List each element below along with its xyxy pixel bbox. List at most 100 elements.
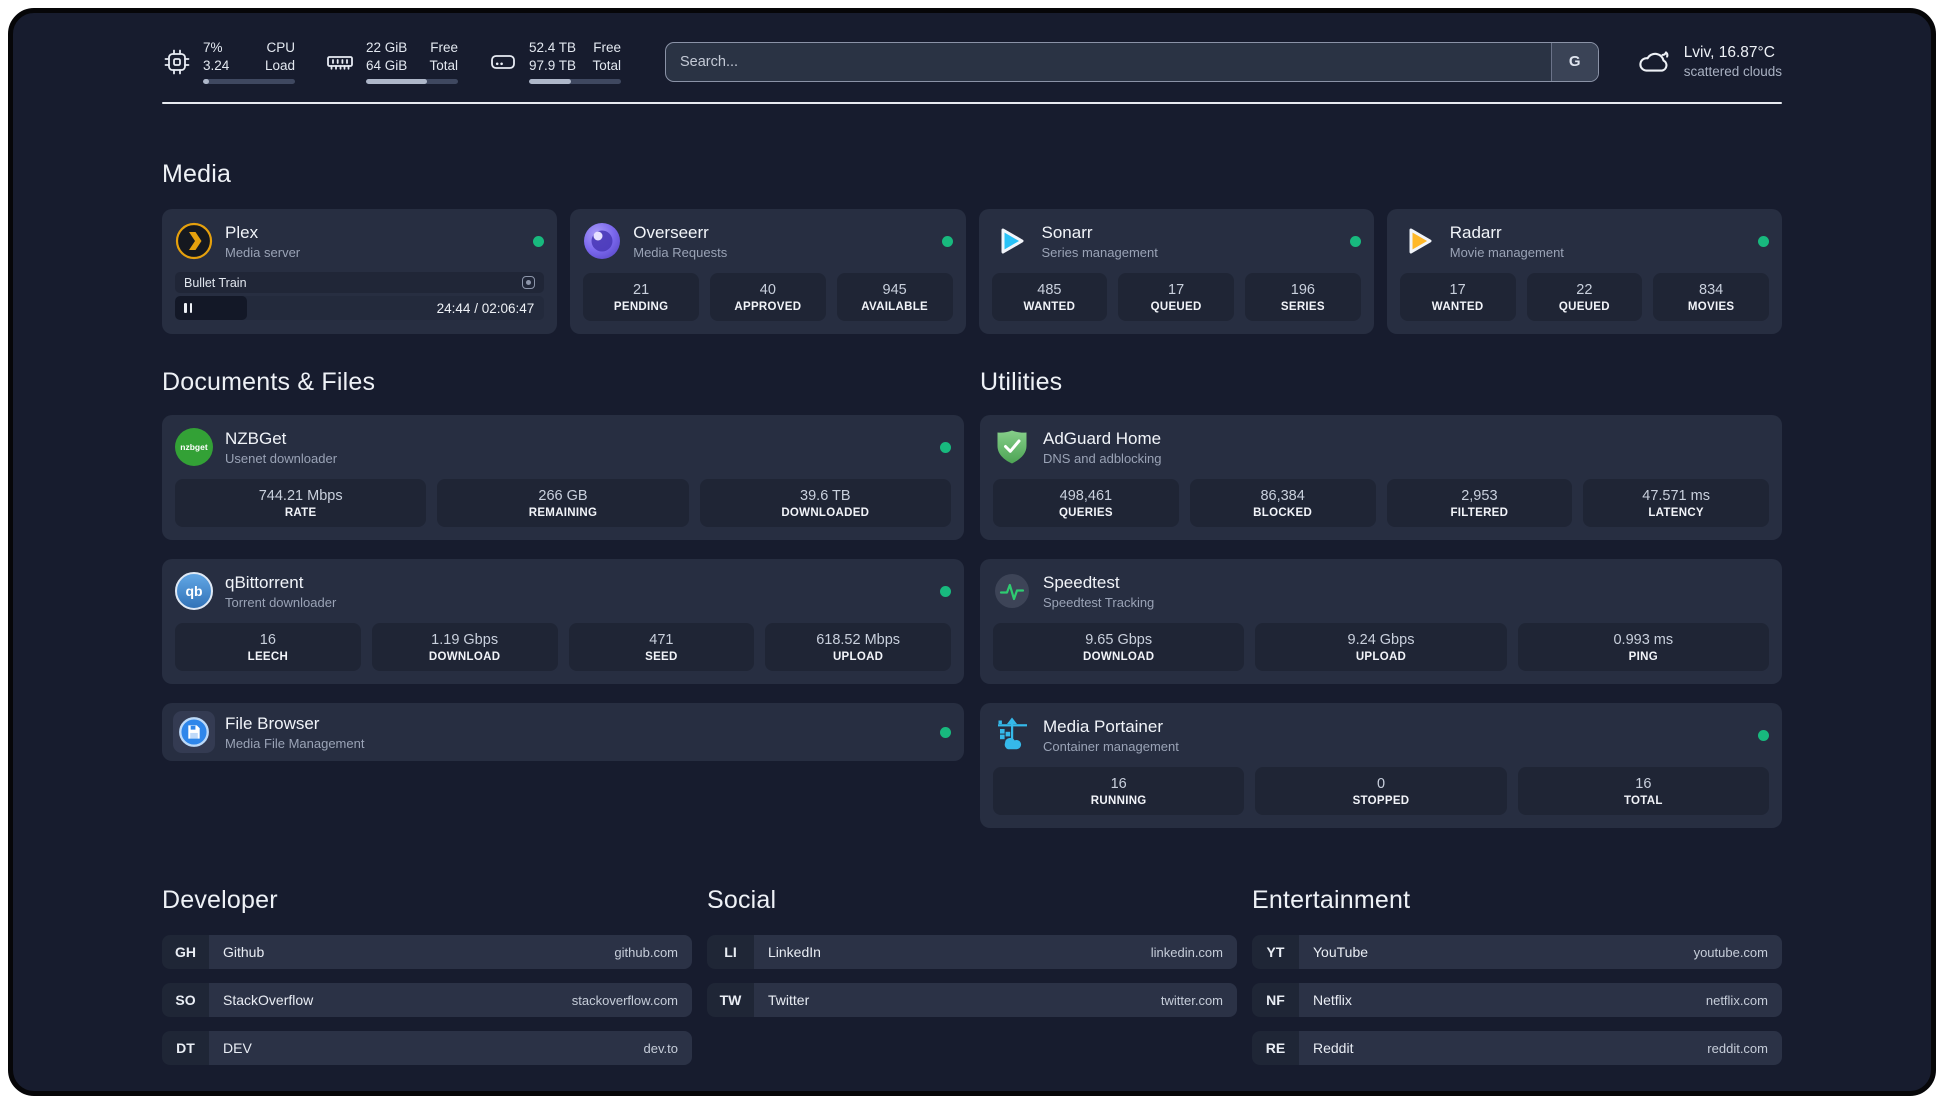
stat-box: 471 SEED (568, 623, 755, 672)
status-online-dot (940, 726, 951, 738)
stat-box: 0.993 ms PING (1517, 623, 1769, 672)
stat-value: 498,461 (1059, 487, 1113, 504)
bookmark-abbr: GH (162, 935, 209, 970)
stat-box: 266 GB REMAINING (437, 479, 689, 528)
bookmark-abbr: LI (707, 935, 754, 970)
sonarr-icon (1001, 228, 1023, 254)
status-online-dot (1758, 729, 1769, 741)
stat-label: BLOCKED (1253, 506, 1313, 519)
app-description: DNS and adblocking (1043, 450, 1162, 466)
stat-label: RATE (284, 506, 317, 519)
stat-value: 266 GB (538, 487, 588, 504)
cpu-stat-group: 7% 3.24 CPU Load (162, 39, 295, 85)
stat-label: PENDING (613, 300, 669, 313)
app-card-speedtest[interactable]: Speedtest Speedtest Tracking 9.65 Gbps D… (980, 559, 1782, 685)
bookmark-linkedin[interactable]: LI LinkedIn linkedin.com (707, 935, 1237, 970)
app-card-nzbget[interactable]: nzbget NZBGet Usenet downloader 744.21 M… (162, 415, 964, 541)
stat-box: 0 STOPPED (1255, 767, 1507, 816)
cpu-usage-value: 7% (203, 40, 223, 55)
app-name: Speedtest (1043, 572, 1120, 592)
status-online-dot (1758, 235, 1769, 247)
stat-box: 744.21 Mbps RATE (175, 479, 427, 528)
stat-box: 9.65 Gbps DOWNLOAD (993, 623, 1245, 672)
bookmark-youtube[interactable]: YT YouTube youtube.com (1252, 935, 1782, 970)
search-engine-button[interactable]: G (1550, 42, 1598, 81)
stat-label: QUERIES (1058, 506, 1113, 519)
dashboard: 7% 3.24 CPU Load (8, 8, 1936, 1096)
header-divider (162, 102, 1782, 105)
bookmark-stackoverflow[interactable]: SO StackOverflow stackoverflow.com (162, 983, 692, 1018)
portainer-icon (998, 717, 1027, 750)
app-card-overseerr[interactable]: Overseerr Media Requests 21 PENDING 40 A… (570, 209, 966, 335)
bookmark-twitter[interactable]: TW Twitter twitter.com (707, 983, 1237, 1018)
app-card-adguard[interactable]: AdGuard Home DNS and adblocking 498,461 … (980, 415, 1782, 541)
app-card-radarr[interactable]: Radarr Movie management 17 WANTED 22 QUE… (1386, 209, 1782, 335)
stat-value: 21 (633, 281, 650, 298)
stat-value: 9.24 Gbps (1347, 631, 1415, 648)
weather-location-temp: Lviv, 16.87°C (1683, 44, 1775, 62)
section-title-documents: Documents & Files (162, 368, 376, 397)
stat-label: DOWNLOAD (428, 650, 501, 663)
stat-box: 16 LEECH (175, 623, 361, 672)
stat-label: RUNNING (1090, 794, 1147, 807)
ram-free-value: 22 GiB (366, 40, 408, 55)
app-description: Torrent downloader (225, 594, 337, 610)
stat-box: 9.24 Gbps UPLOAD (1255, 623, 1507, 672)
app-card-plex[interactable]: Plex Media server Bullet Train 24:44 / 0… (162, 209, 558, 335)
stat-value: 744.21 Mbps (258, 487, 343, 504)
stat-value: 834 (1699, 281, 1724, 298)
cpu-load-value: 3.24 (203, 58, 230, 74)
filebrowser-icon (173, 711, 215, 754)
stat-box: 196 SERIES (1245, 273, 1361, 322)
plex-icon (175, 223, 213, 260)
stat-box: 498,461 QUERIES (993, 479, 1179, 528)
stat-value: 1.19 Gbps (431, 631, 499, 648)
stat-value: 471 (649, 631, 674, 648)
search-bar: G (665, 41, 1599, 82)
stat-label: SEED (645, 650, 678, 663)
documents-column: Documents & Files nzbget NZBGet Usenet d… (162, 368, 964, 762)
disk-icon (491, 54, 515, 69)
app-description: Media Requests (633, 244, 728, 260)
entertainment-bookmarks: Entertainment YT YouTube youtube.com NF … (1252, 886, 1782, 1066)
bookmark-dev[interactable]: DT DEV dev.to (162, 1031, 692, 1066)
stat-label: QUEUED (1150, 300, 1202, 313)
cpu-icon (164, 49, 190, 75)
stat-label: WANTED (1023, 300, 1076, 313)
app-description: Usenet downloader (225, 450, 338, 466)
bookmark-reddit[interactable]: RE Reddit reddit.com (1252, 1031, 1782, 1066)
bookmark-abbr: RE (1252, 1031, 1299, 1066)
app-card-qbittorrent[interactable]: qb qBittorrent Torrent downloader 16 LEE… (162, 559, 964, 685)
stat-value: 196 (1290, 281, 1315, 298)
stat-value: 47.571 ms (1642, 487, 1710, 504)
stat-box: 86,384 BLOCKED (1189, 479, 1376, 528)
app-card-portainer[interactable]: Media Portainer Container management 16 … (980, 703, 1782, 829)
bookmark-netflix[interactable]: NF Netflix netflix.com (1252, 983, 1782, 1018)
adguard-icon (997, 430, 1027, 464)
speedtest-icon (995, 574, 1029, 609)
stat-label: UPLOAD (1355, 650, 1407, 663)
weather-widget: Lviv, 16.87°C scattered clouds (1635, 43, 1782, 81)
stat-label: UPLOAD (832, 650, 884, 663)
bookmark-github[interactable]: GH Github github.com (162, 935, 692, 970)
radarr-icon (1409, 228, 1432, 254)
search-input[interactable] (665, 41, 1599, 82)
app-card-filebrowser[interactable]: File Browser Media File Management (162, 703, 964, 762)
stat-value: 16 (1635, 775, 1652, 792)
bookmark-name: StackOverflow (223, 992, 314, 1009)
status-online-dot (940, 441, 951, 453)
overseerr-icon (584, 223, 621, 260)
app-description: Media File Management (225, 735, 365, 751)
disk-total-label: Total (592, 58, 621, 74)
stat-box: 17 QUEUED (1118, 273, 1234, 322)
stat-box: 40 APPROVED (710, 273, 826, 322)
stat-box: 618.52 Mbps UPLOAD (765, 623, 951, 672)
app-name: qBittorrent (225, 572, 304, 592)
bookmark-url: linkedin.com (1150, 944, 1223, 960)
section-title-media: Media (162, 160, 232, 189)
stat-value: 945 (882, 281, 907, 298)
app-description: Media server (225, 244, 301, 260)
app-name: File Browser (225, 713, 320, 733)
app-card-sonarr[interactable]: Sonarr Series management 485 WANTED 17 Q… (978, 209, 1374, 335)
memory-stat-group: 22 GiB 64 GiB Free Total (325, 39, 458, 85)
